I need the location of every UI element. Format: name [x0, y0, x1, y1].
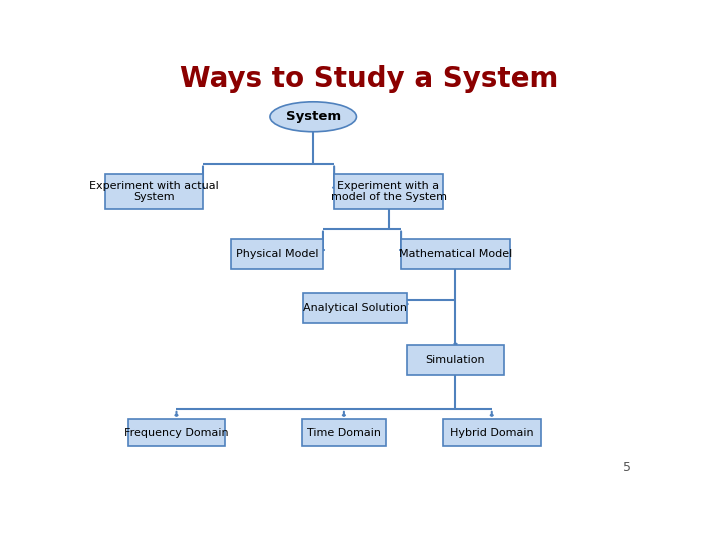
Text: Mathematical Model: Mathematical Model — [399, 249, 512, 259]
Text: System: System — [286, 110, 341, 123]
Text: Time Domain: Time Domain — [307, 428, 381, 438]
Text: Analytical Solution: Analytical Solution — [303, 303, 407, 313]
FancyBboxPatch shape — [302, 419, 386, 446]
FancyBboxPatch shape — [334, 174, 443, 210]
Text: Hybrid Domain: Hybrid Domain — [450, 428, 534, 438]
FancyBboxPatch shape — [105, 174, 203, 210]
FancyBboxPatch shape — [401, 239, 510, 269]
Text: Experiment with actual
System: Experiment with actual System — [89, 181, 219, 202]
FancyBboxPatch shape — [407, 345, 504, 375]
Ellipse shape — [270, 102, 356, 132]
Text: Ways to Study a System: Ways to Study a System — [180, 65, 558, 93]
Text: Physical Model: Physical Model — [235, 249, 318, 259]
Text: Simulation: Simulation — [426, 355, 485, 365]
Text: Experiment with a
model of the System: Experiment with a model of the System — [330, 181, 446, 202]
Text: 5: 5 — [624, 461, 631, 474]
FancyBboxPatch shape — [127, 419, 225, 446]
FancyBboxPatch shape — [231, 239, 323, 269]
FancyBboxPatch shape — [303, 293, 407, 323]
FancyBboxPatch shape — [443, 419, 541, 446]
Text: Frequency Domain: Frequency Domain — [124, 428, 229, 438]
